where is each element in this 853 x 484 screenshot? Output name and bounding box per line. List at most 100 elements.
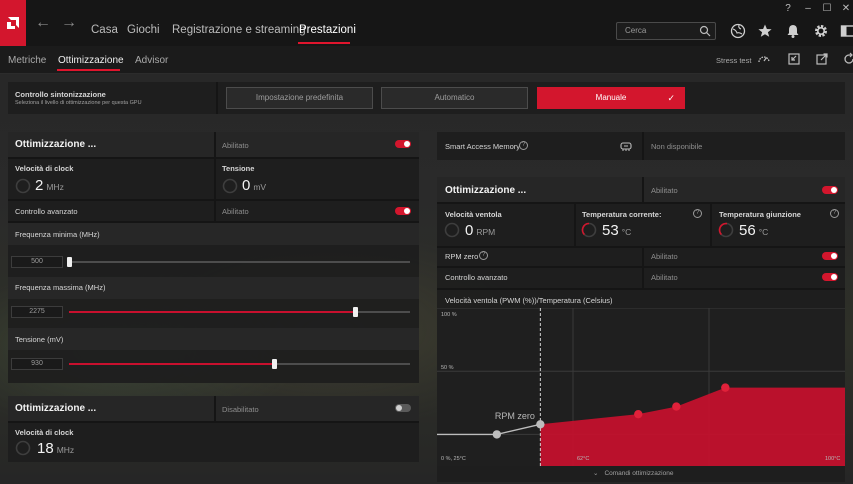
max-freq-value-box[interactable]: 2275 [11, 306, 63, 318]
fan-tuning-title: Ottimizzazione ... [445, 185, 527, 196]
globe-icon[interactable] [730, 23, 746, 39]
tuning-control-subtitle: Seleziona il livello di ottimizzazione p… [15, 100, 142, 106]
gpu-clock-label: Velocità di clock [15, 164, 74, 173]
stress-test-label[interactable]: Stress test [716, 56, 752, 65]
vram-clock-label: Velocità di clock [15, 428, 74, 437]
mode-auto-button[interactable]: Automatico [381, 87, 528, 109]
bell-icon[interactable] [785, 23, 801, 39]
gpu-clock-value: 2 [35, 177, 44, 194]
curve-point[interactable] [721, 383, 730, 392]
min-freq-slider-thumb[interactable] [67, 257, 72, 267]
sam-help-icon[interactable]: ? [519, 141, 528, 150]
temp-current-help-icon[interactable]: ? [693, 209, 702, 218]
search-placeholder: Cerca [625, 26, 647, 35]
gpu-advanced-toggle[interactable] [395, 207, 411, 215]
subtab-metriche[interactable]: Metriche [8, 55, 47, 66]
fan-curve-chart[interactable]: 100 % 50 % 0 %, 25°C 62°C 100°C RPM zero [437, 308, 845, 466]
fan-advanced-toggle[interactable] [822, 273, 838, 281]
amd-logo[interactable] [0, 0, 26, 46]
temp-junction-help-icon[interactable]: ? [830, 209, 839, 218]
mode-manual-button[interactable]: Manuale ✓ [537, 87, 685, 109]
max-freq-slider-thumb[interactable] [353, 307, 359, 317]
zero-rpm-state: Abilitato [651, 252, 678, 261]
tab-casa[interactable]: Casa [91, 24, 118, 36]
temp-junction-label: Temperatura giunzione [719, 210, 801, 219]
x-tick-label: 100°C [825, 456, 840, 462]
gauge-icon[interactable] [757, 52, 771, 66]
gpu-tuning-header [8, 132, 419, 157]
gpu-voltage-gauge-icon [222, 178, 238, 194]
y-tick-label: 100 % [441, 312, 457, 318]
max-freq-slider-fill [69, 311, 356, 313]
vram-clock-gauge-icon [15, 440, 31, 456]
window-icon[interactable] [840, 23, 853, 39]
tuning-commands-label: Comandi ottimizzazione [604, 470, 674, 477]
fan-tuning-toggle[interactable] [822, 186, 838, 194]
sam-panel [437, 132, 845, 160]
curve-point[interactable] [672, 402, 681, 411]
active-tab-indicator [298, 42, 350, 44]
min-freq-slider-track[interactable] [69, 261, 410, 263]
gpu-voltage-label: Tensione [222, 164, 255, 173]
divider [642, 177, 644, 202]
reset-icon[interactable] [842, 52, 853, 66]
divider [8, 157, 419, 159]
fan-speed-gauge-icon [444, 222, 460, 238]
subtab-ottimizzazione[interactable]: Ottimizzazione [58, 55, 124, 66]
maximize-icon[interactable]: ☐ [822, 3, 832, 14]
fan-speed-unit: RPM [476, 227, 496, 237]
fan-curve-points[interactable] [492, 383, 730, 439]
back-arrow-icon[interactable]: ← [35, 14, 51, 31]
divider [437, 246, 845, 248]
divider [214, 132, 216, 157]
divider [574, 204, 576, 246]
x-tick-label: 0 %, 25°C [441, 456, 466, 462]
zero-rpm-help-icon[interactable]: ? [479, 251, 488, 260]
voltage-value-box[interactable]: 930 [11, 358, 63, 370]
export-icon[interactable] [815, 52, 829, 66]
voltage-slider-thumb[interactable] [271, 359, 277, 369]
fan-tuning-state: Abilitato [651, 186, 678, 195]
tab-registrazione-streaming[interactable]: Registrazione e streaming [172, 24, 306, 36]
gear-icon[interactable] [813, 23, 829, 39]
zero-rpm-annotation: RPM zero [495, 411, 535, 421]
search-input[interactable]: Cerca [616, 22, 716, 40]
tab-prestazioni[interactable]: Prestazioni [299, 24, 356, 36]
min-freq-value-box[interactable]: 500 [11, 256, 63, 268]
close-icon[interactable]: ✕ [841, 3, 851, 14]
star-icon[interactable] [757, 23, 773, 39]
zero-rpm-toggle[interactable] [822, 252, 838, 260]
tuning-commands-row[interactable]: ⌄ Comandi ottimizzazione [593, 469, 673, 477]
curve-point[interactable] [634, 409, 643, 419]
top-bar [0, 0, 853, 46]
tab-giochi[interactable]: Giochi [127, 24, 160, 36]
gpu-tuning-title: Ottimizzazione ... [15, 139, 97, 150]
vram-tuning-toggle[interactable] [395, 404, 411, 412]
mode-manual-label: Manuale [595, 93, 627, 102]
forward-arrow-icon[interactable]: → [61, 14, 77, 31]
vram-tuning-state: Disabilitato [222, 405, 259, 414]
mode-default-button[interactable]: Impostazione predefinita [226, 87, 373, 109]
voltage-slider-header [8, 328, 419, 350]
import-icon[interactable] [787, 52, 801, 66]
temp-current-gauge-icon [581, 222, 597, 238]
vram-clock-readout: 18 MHz [37, 440, 74, 457]
help-icon[interactable]: ? [785, 3, 791, 14]
gpu-voltage-unit: mV [253, 182, 267, 192]
divider [8, 221, 419, 223]
divider [437, 266, 845, 268]
subtab-advisor[interactable]: Advisor [135, 55, 169, 66]
vram-tuning-title: Ottimizzazione ... [15, 403, 97, 414]
gpu-tuning-toggle[interactable] [395, 140, 411, 148]
minimize-icon[interactable]: – [805, 3, 811, 14]
fan-advanced-state: Abilitato [651, 273, 678, 282]
tuning-control-title: Controllo sintonizzazione [15, 90, 106, 99]
curve-point[interactable] [492, 430, 502, 439]
curve-point[interactable] [536, 420, 545, 429]
fan-tuning-header [437, 177, 845, 202]
vram-clock-unit: MHz [56, 445, 75, 455]
divider [437, 288, 845, 290]
gpu-voltage-readout: 0 mV [242, 177, 266, 194]
voltage-slider-fill [69, 363, 274, 365]
sub-bar [0, 46, 853, 74]
